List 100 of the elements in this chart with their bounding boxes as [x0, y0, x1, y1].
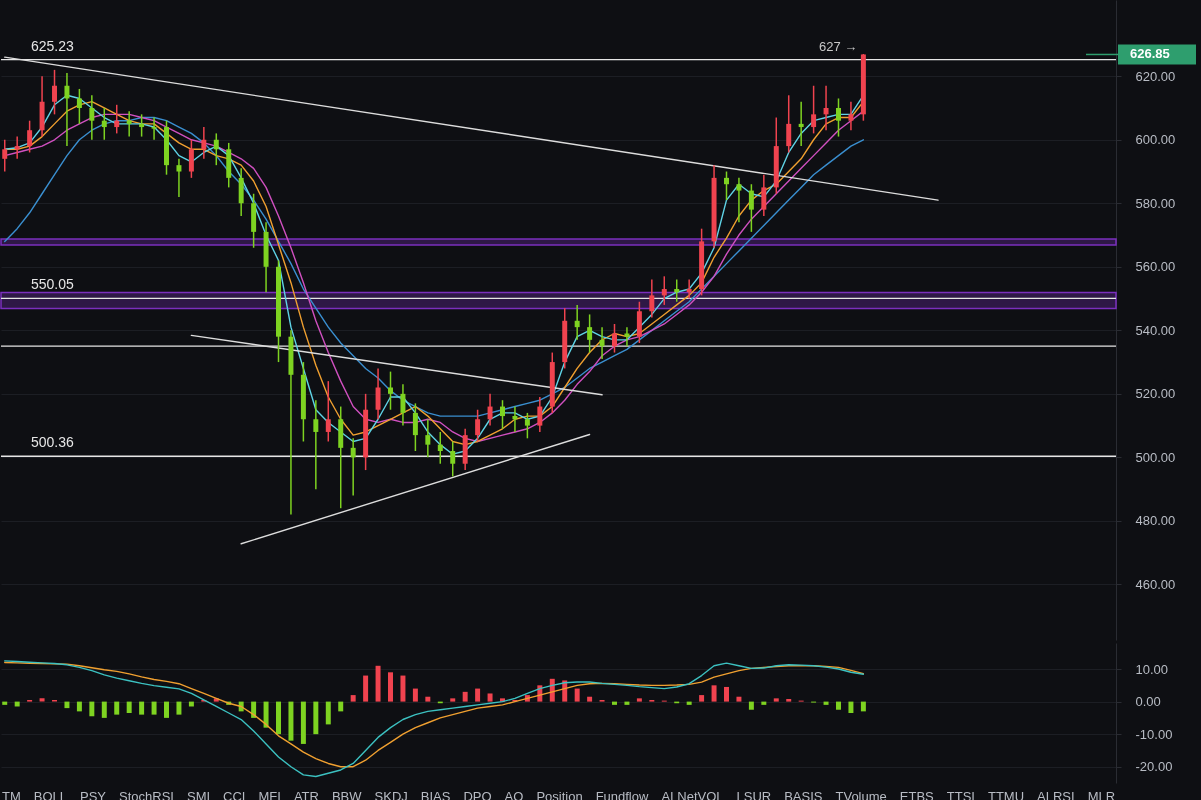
text: LSUR	[736, 788, 772, 800]
candlestick	[76, 88, 82, 125]
candlestick	[425, 418, 431, 459]
ref-line-label: 626.85	[1130, 46, 1170, 62]
candlestick	[811, 85, 817, 135]
candlestick	[500, 399, 505, 430]
bar	[860, 701, 866, 712]
y-tick-label: -10.00	[1135, 726, 1173, 742]
candlestick	[761, 173, 767, 217]
ref-line-label: 500.36	[31, 434, 75, 451]
candlestick	[475, 408, 481, 443]
candlestick	[213, 132, 219, 166]
candlestick	[537, 396, 543, 433]
text: SKDJ	[374, 788, 408, 800]
text: ATR	[293, 788, 319, 800]
candlestick	[724, 170, 729, 201]
bar	[300, 701, 306, 744]
y-tick-label: 540.00	[1135, 322, 1176, 338]
text: StochRSI	[119, 788, 174, 800]
candlestick	[313, 399, 319, 490]
candlestick	[748, 183, 754, 233]
candlestick	[786, 94, 792, 154]
bar	[624, 701, 630, 705]
bar	[363, 675, 369, 702]
candlestick	[848, 100, 854, 131]
y-tick-label: -20.00	[1135, 759, 1173, 775]
candlestick	[114, 104, 120, 135]
bar	[612, 701, 617, 705]
bar	[848, 701, 854, 713]
bar	[176, 701, 182, 715]
candlestick	[487, 393, 493, 427]
bar	[375, 665, 381, 702]
y-tick-label: 0.00	[1135, 694, 1161, 710]
bar	[76, 701, 82, 712]
candlestick	[375, 367, 381, 421]
bar	[164, 701, 169, 718]
candlestick	[823, 85, 829, 131]
text: TTMU	[987, 788, 1025, 800]
bar	[724, 686, 729, 702]
candlestick	[101, 107, 107, 141]
annotation: 627 →	[819, 39, 858, 54]
bar	[686, 701, 692, 705]
candlestick	[512, 405, 518, 433]
bar	[263, 701, 269, 728]
bar	[388, 672, 393, 702]
candlestick	[612, 323, 617, 354]
bar	[412, 688, 418, 702]
bar	[64, 701, 70, 709]
bar	[736, 696, 742, 702]
bar	[139, 701, 145, 715]
y-tick-label: 560.00	[1135, 259, 1176, 275]
candlestick	[176, 158, 182, 198]
text: AI NetVOL	[661, 788, 724, 800]
text: BOLL	[33, 788, 68, 800]
candlestick	[325, 380, 331, 443]
text: CCI	[223, 788, 246, 800]
text: ETBS	[899, 788, 934, 800]
text: TM	[2, 788, 21, 800]
candlestick	[574, 304, 580, 341]
bar	[313, 701, 319, 735]
bar	[39, 698, 45, 702]
candlestick	[126, 110, 132, 138]
bar	[748, 701, 754, 710]
candlestick	[674, 278, 680, 303]
text: BIAS	[420, 788, 451, 800]
text: Position	[536, 788, 583, 800]
candlestick	[188, 139, 194, 179]
bar	[786, 699, 792, 702]
text: DPO	[463, 788, 492, 800]
candlestick	[412, 402, 418, 452]
candlestick	[52, 69, 57, 116]
bar	[288, 701, 294, 741]
y-tick-label: 480.00	[1135, 513, 1176, 529]
candlestick	[27, 119, 33, 154]
candlestick	[2, 139, 8, 173]
y-tick-label: 580.00	[1135, 195, 1176, 211]
bar	[89, 701, 95, 717]
y-tick-label: 620.00	[1135, 68, 1176, 84]
text: TTSI	[946, 788, 975, 800]
bar	[823, 701, 829, 705]
text: SMI	[186, 788, 211, 800]
y-tick-label: 520.00	[1135, 386, 1176, 402]
bar	[425, 696, 431, 702]
y-tick-label: 600.00	[1135, 132, 1176, 148]
text: BBW	[331, 788, 362, 800]
bar	[475, 688, 481, 702]
text: TVolume	[835, 788, 887, 800]
text: PSY	[80, 788, 107, 800]
bar	[101, 701, 107, 718]
bar	[711, 685, 717, 702]
candlestick	[139, 113, 145, 138]
candlestick	[388, 370, 393, 411]
candlestick	[599, 326, 605, 360]
y-tick-label: 10.00	[1135, 661, 1169, 677]
candlestick	[450, 440, 456, 478]
text: BASIS	[784, 788, 823, 800]
text: ALRSI	[1037, 788, 1075, 800]
text: MLR	[1087, 788, 1116, 800]
bar	[773, 698, 779, 702]
text: AO	[504, 788, 524, 800]
